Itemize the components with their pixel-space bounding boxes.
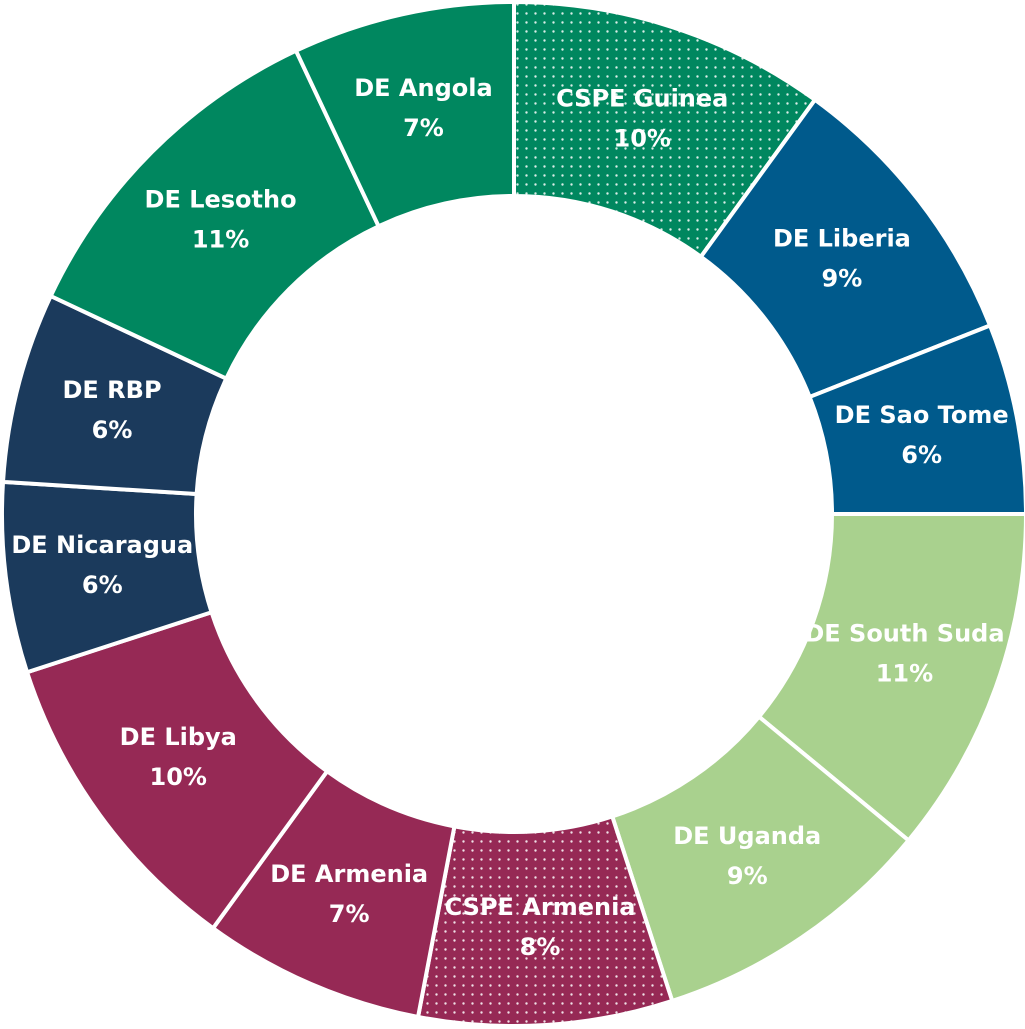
slice-label: DE Armenia (270, 860, 428, 888)
slice-value-label: 10% (614, 124, 671, 152)
slice-value-label: 9% (822, 265, 863, 293)
slice-label: DE Lesotho (145, 186, 297, 214)
slice-value-label: 8% (520, 933, 561, 961)
slice-label: DE Liberia (773, 225, 911, 253)
slice-label: DE Libya (120, 723, 237, 751)
slice (807, 322, 1025, 516)
slice-label: DE Sao Tome (835, 401, 1009, 429)
slice-label: DE RBP (63, 376, 162, 404)
slice-value-label: 7% (329, 900, 370, 928)
slice-label: DE Angola (354, 74, 492, 102)
slice-label: CSPE Guinea (556, 84, 728, 112)
slice-value-label: 6% (82, 571, 123, 599)
slice-value-label: 11% (876, 660, 933, 688)
slice-label: CSPE Armenia (445, 893, 636, 921)
slice-label: DE Uganda (673, 822, 821, 850)
slice-value-label: 9% (727, 862, 768, 890)
slice-label: DE South Suda (804, 620, 1004, 648)
slice-label: DE Nicaragua (11, 531, 193, 559)
slice-value-label: 6% (901, 441, 942, 469)
slice-value-label: 10% (150, 763, 207, 791)
slice-value-label: 6% (92, 416, 133, 444)
slice (293, 0, 516, 229)
slice-value-label: 7% (403, 114, 444, 142)
slice-value-label: 11% (192, 226, 249, 254)
